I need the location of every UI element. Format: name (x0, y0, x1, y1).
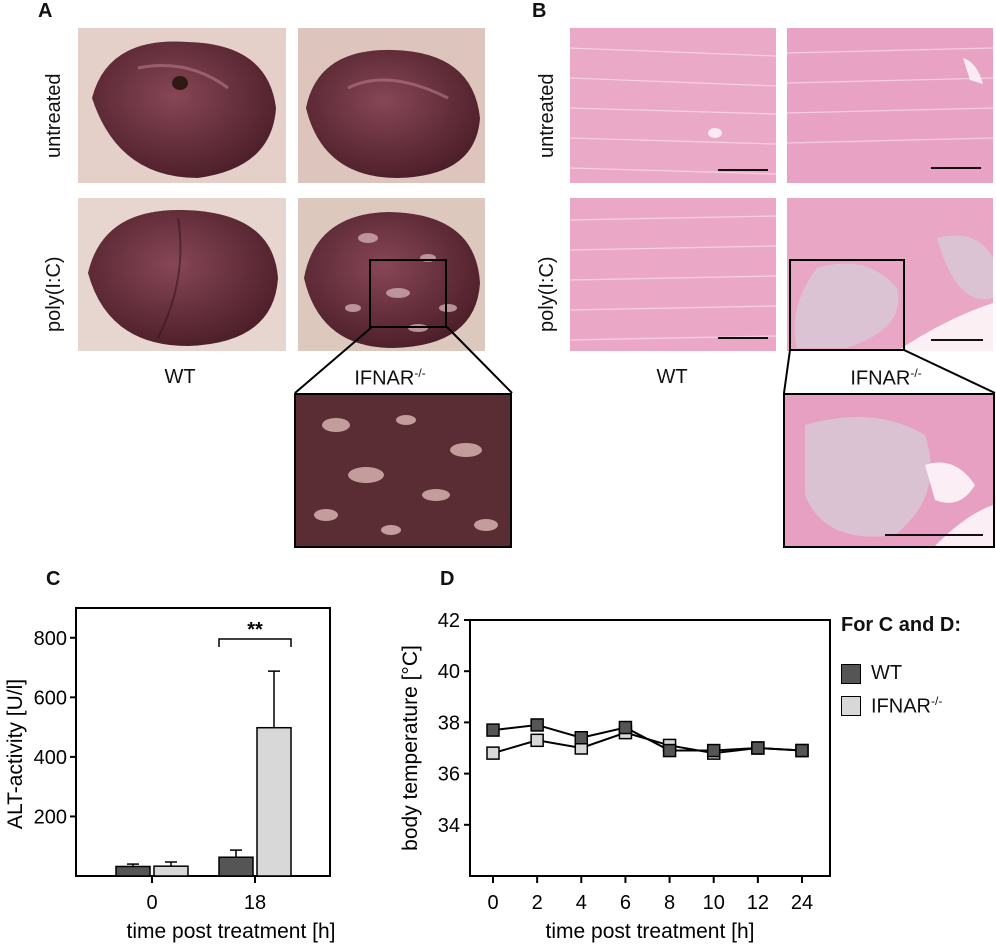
legend-label-ifnar-base: IFNAR (871, 695, 931, 718)
plot-frame (469, 619, 831, 877)
x-tick-label: 2 (532, 892, 543, 914)
point-wt-24 (795, 743, 809, 758)
significance-label: ** (247, 619, 263, 641)
zoom-lines-b (783, 349, 996, 394)
col-label-ifnar-a: IFNAR-/- (330, 366, 450, 391)
y-tick-label: 400 (34, 747, 67, 769)
y-tick-label: 200 (34, 806, 67, 828)
liver-photo-ifnar-zoom (294, 393, 512, 548)
col-label-ifnar-b-base: IFNAR (850, 367, 911, 390)
point-ifnar-0 (486, 746, 500, 760)
x-axis-label: time post treatment [h] (127, 920, 336, 943)
x-tick-label: 18 (244, 892, 266, 914)
histology-wt-untreated (570, 28, 776, 183)
x-tick-label: 24 (791, 892, 813, 914)
col-label-wt-a: WT (130, 366, 230, 389)
col-label-ifnar-b-sup: -/- (910, 366, 922, 380)
liver-photo-wt-untreated (78, 28, 286, 183)
panel-label-d: D (440, 568, 455, 590)
x-tick-label: 6 (620, 892, 631, 914)
legend-label-ifnar-sup: -/- (931, 694, 943, 708)
panel-label-b: B (532, 0, 547, 22)
x-tick-label: 8 (664, 892, 675, 914)
legend: For C and D: WT IFNAR-/- (841, 614, 996, 724)
col-label-ifnar-a-sup: -/- (414, 366, 426, 380)
x-tick-label: 12 (747, 892, 769, 914)
bar-wt-18 (218, 856, 254, 877)
y-tick-label: 40 (438, 661, 460, 683)
point-wt-12 (751, 741, 765, 755)
legend-swatch-ifnar (841, 696, 861, 717)
point-wt-10 (706, 743, 721, 758)
legend-item-ifnar: IFNAR-/- (841, 694, 942, 719)
liver-photo-ifnar-untreated (298, 28, 485, 183)
histology-ifnar-untreated (787, 28, 993, 183)
legend-item-wt: WT (841, 662, 902, 685)
legend-label-wt: WT (871, 662, 903, 684)
bar-ifnar-0 (153, 865, 189, 877)
col-label-ifnar-b: IFNAR-/- (826, 366, 946, 391)
histology-ifnar-polyic (787, 198, 993, 351)
y-tick-label: 34 (438, 815, 460, 837)
alt-activity-bar-chart: 200 400 600 800 0 18 ** time post treatment [h]… (4, 607, 336, 943)
legend-title: For C and D: (841, 614, 961, 636)
point-wt-4 (574, 731, 589, 745)
bar-wt-0 (115, 865, 151, 877)
x-axis-label: time post treatment [h] (546, 920, 755, 943)
liver-photo-ifnar-polyic (298, 198, 485, 351)
panel-label-c: C (46, 568, 61, 590)
panel-label-a: A (38, 0, 53, 22)
legend-label-ifnar: IFNAR-/- (871, 694, 942, 719)
zoom-lines-a (294, 326, 513, 394)
col-label-wt-b: WT (622, 366, 722, 389)
bar-ifnar-18 (256, 726, 292, 877)
legend-swatch-wt (841, 663, 861, 684)
col-label-wt-b-text: WT (656, 366, 688, 388)
x-tick-label: 0 (487, 892, 498, 914)
x-tick-label: 10 (703, 892, 725, 914)
x-tick-label: 0 (146, 892, 157, 914)
significance-bracket (218, 638, 292, 647)
y-tick-label: 42 (438, 610, 460, 632)
series-line-wt (492, 723, 803, 752)
col-label-wt-a-text: WT (164, 366, 196, 388)
liver-photo-wt-polyic (78, 198, 286, 351)
y-tick-label: 600 (34, 687, 67, 709)
point-ifnar-2 (530, 733, 544, 748)
y-tick-label: 36 (438, 764, 460, 786)
point-wt-8 (662, 743, 677, 758)
y-tick-label: 800 (34, 628, 67, 650)
plot-frame (75, 607, 331, 877)
histology-wt-polyic (570, 198, 776, 351)
col-label-ifnar-a-base: IFNAR (354, 367, 415, 390)
y-axis-label: ALT-activity [U/l] (4, 679, 27, 829)
histology-ifnar-zoom (783, 393, 995, 548)
point-wt-0 (486, 723, 500, 737)
x-tick-label: 4 (576, 892, 587, 914)
y-tick-label: 38 (438, 712, 460, 734)
point-wt-6 (618, 720, 633, 735)
point-wt-2 (530, 718, 544, 732)
y-axis-label: body temperature [°C] (399, 645, 422, 851)
